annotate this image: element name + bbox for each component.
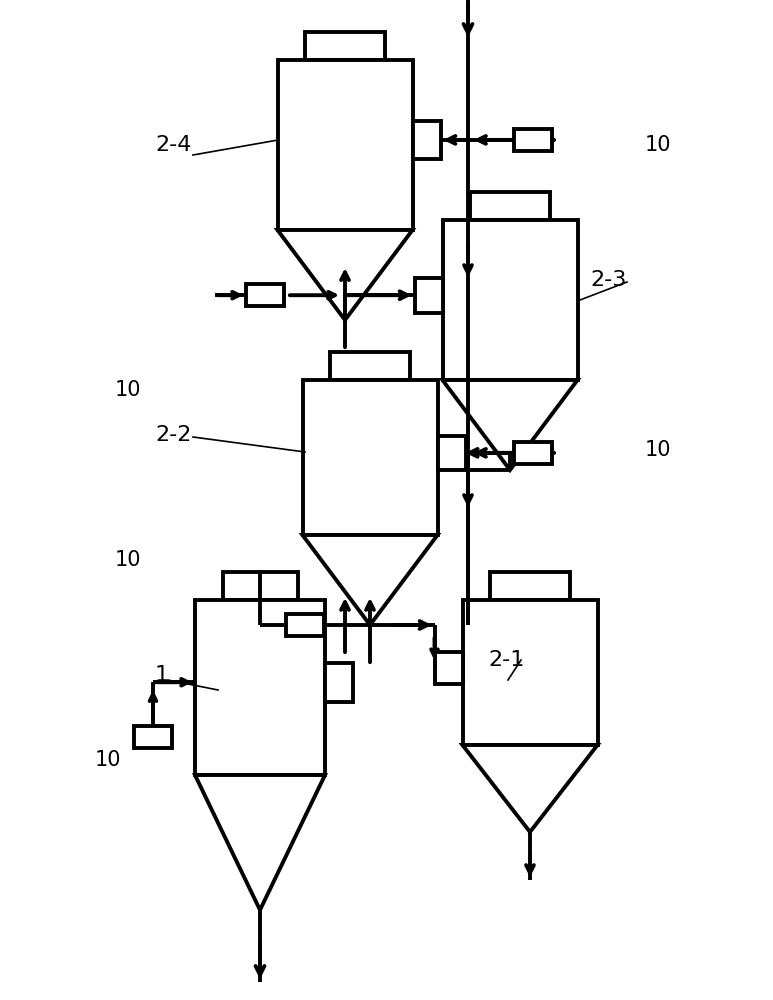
Bar bbox=[434, 652, 462, 684]
Bar bbox=[413, 121, 441, 159]
Text: 10: 10 bbox=[645, 135, 672, 155]
Bar bbox=[195, 600, 325, 775]
Bar bbox=[246, 284, 284, 306]
Bar bbox=[286, 614, 324, 636]
Bar bbox=[278, 60, 413, 230]
Text: 10: 10 bbox=[95, 750, 121, 770]
Text: 10: 10 bbox=[645, 440, 672, 460]
Polygon shape bbox=[462, 745, 598, 832]
Bar bbox=[305, 32, 385, 60]
Bar bbox=[134, 726, 172, 748]
Bar bbox=[462, 600, 598, 745]
Text: 10: 10 bbox=[115, 380, 141, 400]
Bar bbox=[223, 572, 298, 600]
Text: 2-4: 2-4 bbox=[155, 135, 192, 155]
Bar bbox=[414, 278, 442, 313]
Bar bbox=[442, 220, 577, 380]
Polygon shape bbox=[442, 380, 577, 470]
Bar bbox=[514, 129, 552, 151]
Text: 10: 10 bbox=[115, 550, 141, 570]
Polygon shape bbox=[278, 230, 413, 320]
Text: 2-1: 2-1 bbox=[488, 650, 524, 670]
Bar bbox=[330, 352, 410, 380]
Text: 2-2: 2-2 bbox=[155, 425, 192, 445]
Bar bbox=[325, 663, 353, 702]
Text: 1: 1 bbox=[155, 665, 169, 685]
Bar bbox=[514, 442, 552, 464]
Bar bbox=[490, 572, 570, 600]
Text: 2-3: 2-3 bbox=[590, 270, 626, 290]
Bar bbox=[470, 192, 550, 220]
Polygon shape bbox=[302, 535, 438, 625]
Bar bbox=[302, 380, 438, 535]
Polygon shape bbox=[195, 775, 325, 910]
Bar bbox=[438, 436, 465, 470]
